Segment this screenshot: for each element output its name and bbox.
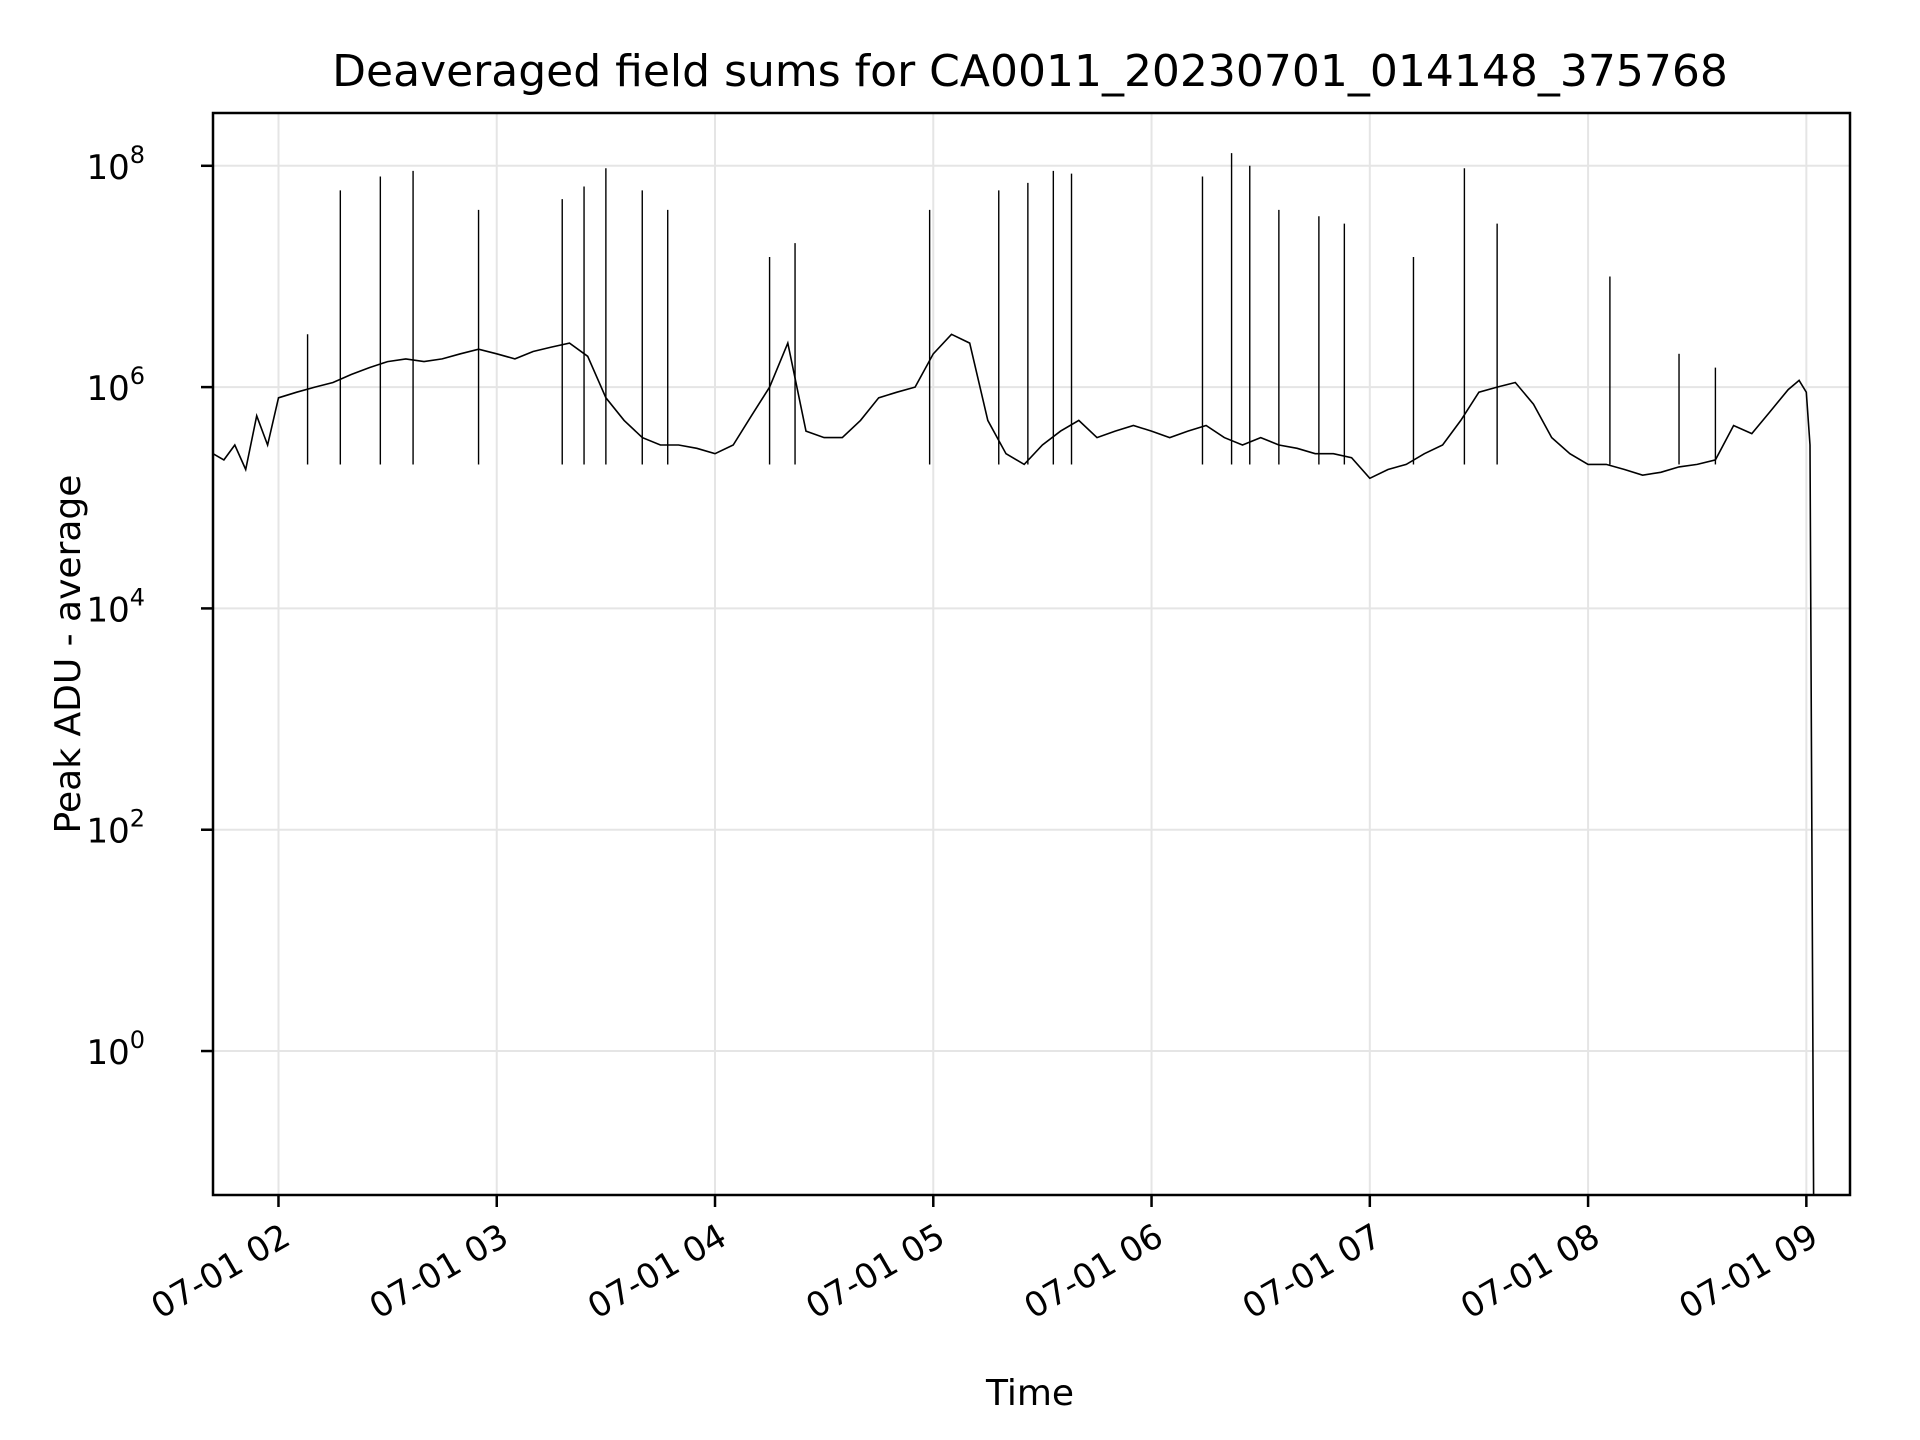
y-tick-base: 10 [86,148,129,188]
y-tick-label: 108 [86,141,145,188]
y-tick-exponent: 6 [130,362,145,390]
y-tick-label: 104 [86,583,145,630]
y-tick-exponent: 4 [130,583,145,611]
y-tick-label: 102 [86,805,145,852]
y-tick-exponent: 0 [130,1026,145,1054]
y-tick-exponent: 8 [130,141,145,169]
y-tick-base: 10 [86,812,129,852]
chart-title: Deaveraged field sums for CA0011_2023070… [332,46,1728,97]
series-line-group [212,153,1815,1196]
y-tick-label: 106 [86,362,145,409]
series-line [212,333,1815,1196]
grid [213,113,1850,1195]
y-tick-base: 10 [86,1033,129,1073]
y-axis-label: Peak ADU - average [48,475,89,834]
y-tick-exponent: 2 [130,805,145,833]
plot-frame [211,111,1852,1197]
x-axis-label: Time [985,1373,1074,1414]
y-tick-label: 100 [86,1026,145,1073]
y-tick-base: 10 [86,590,129,630]
y-tick-base: 10 [86,369,129,409]
